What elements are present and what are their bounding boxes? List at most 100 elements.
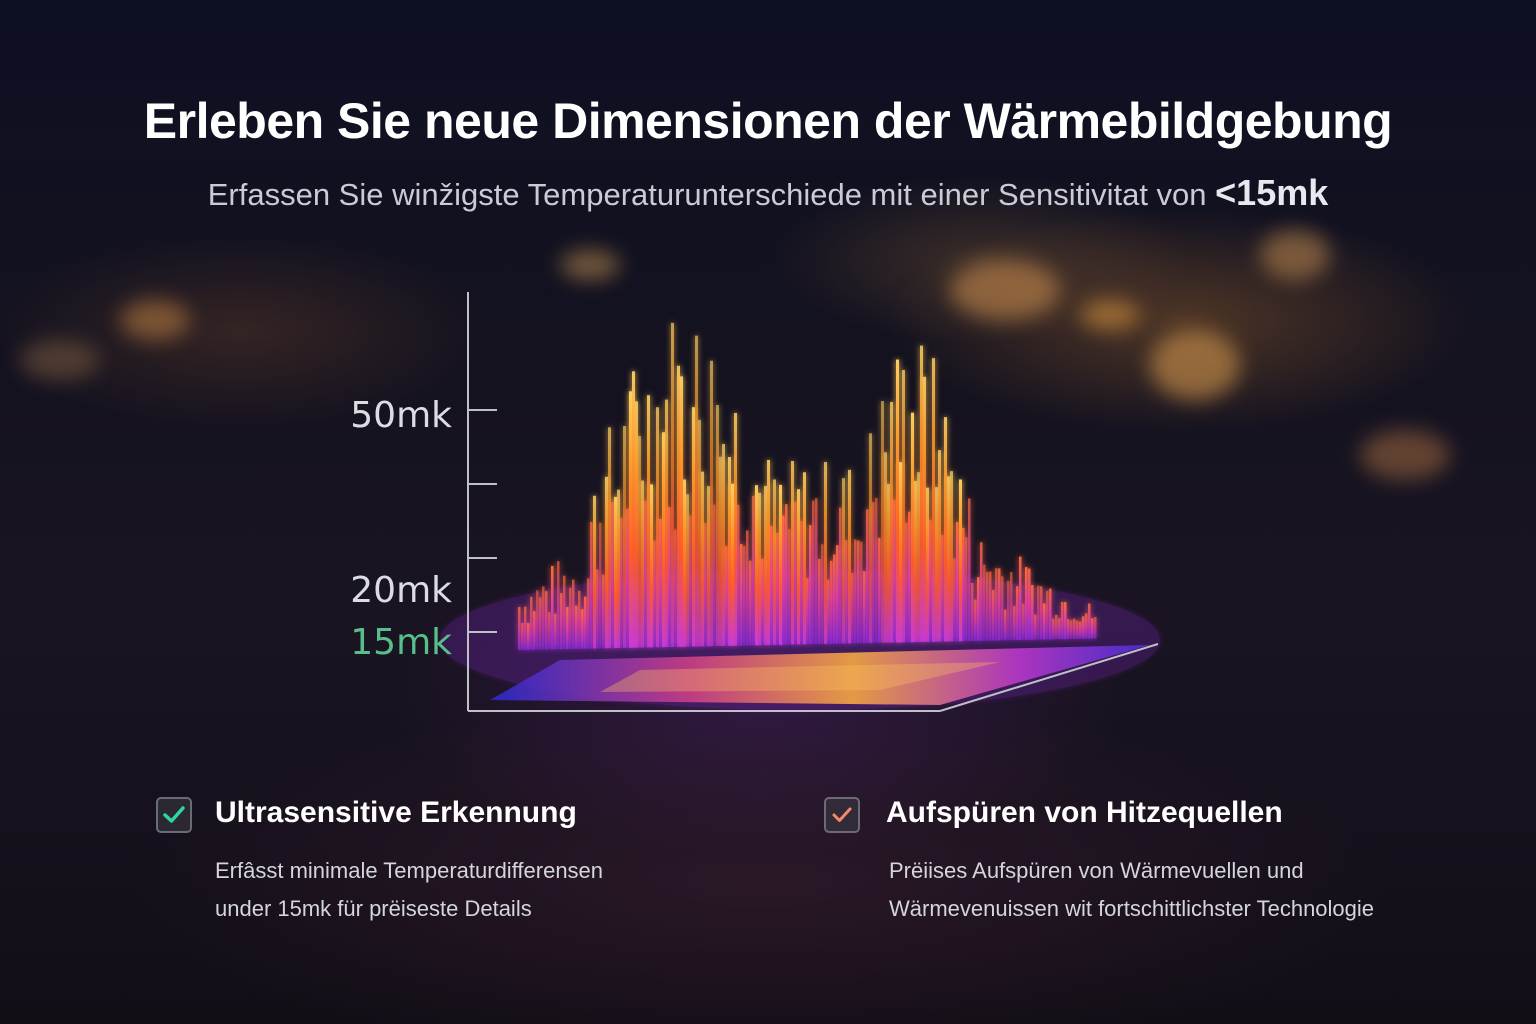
thermal-bar: [704, 523, 707, 647]
thermal-bar: [965, 537, 968, 642]
thermal-bar: [923, 376, 926, 642]
thermal-bar: [956, 521, 959, 642]
thermal-bar: [797, 489, 800, 645]
page-subtitle: Erfassen Sie winžigste Temperaturuntersc…: [0, 172, 1536, 214]
thermal-bar: [872, 502, 875, 643]
thermal-bar: [614, 496, 617, 649]
thermal-platform-highlight: [600, 662, 1000, 692]
thermal-bar: [929, 520, 932, 642]
thermal-bar: [629, 391, 632, 648]
thermal-bar: [527, 623, 530, 650]
thermal-bar: [671, 322, 674, 647]
thermal-bar: [785, 504, 788, 645]
thermal-bar: [977, 577, 980, 641]
sensitivity-value: <15mk: [1215, 172, 1329, 213]
thermal-bar: [839, 507, 842, 644]
thermal-bar: [836, 545, 839, 644]
thermal-bar: [1016, 586, 1019, 641]
thermal-bar: [524, 606, 527, 650]
thermal-bar: [623, 425, 626, 648]
thermal-bar: [983, 564, 986, 641]
thermal-bar: [1070, 620, 1073, 639]
thermal-bar: [593, 495, 596, 649]
thermal-bar: [602, 574, 605, 649]
thermal-bar: [560, 593, 563, 650]
checkbox-heat-sources[interactable]: [824, 797, 860, 833]
thermal-bar: [536, 590, 539, 650]
thermal-bar: [638, 435, 641, 648]
thermal-bar: [932, 358, 935, 642]
thermal-bar: [635, 401, 638, 648]
thermal-bar: [953, 558, 956, 642]
thermal-bar: [902, 369, 905, 643]
thermal-bar: [782, 515, 785, 645]
thermal-bar: [692, 407, 695, 647]
thermal-bar: [668, 507, 671, 647]
thermal-bar: [971, 582, 974, 641]
thermal-bar: [764, 485, 767, 646]
thermal-bar: [620, 517, 623, 648]
thermal-bar: [899, 462, 902, 643]
thermal-bar: [947, 476, 950, 642]
thermal-bar: [701, 471, 704, 647]
thermal-bar: [815, 498, 818, 645]
thermal-bar: [677, 365, 680, 647]
thermal-bar: [1013, 606, 1016, 641]
feature-description-line: Prëiises Aufspüren von Wärmevuellen und: [889, 858, 1304, 883]
thermal-bar: [734, 412, 737, 646]
thermal-bar: [905, 522, 908, 643]
thermal-bar: [938, 450, 941, 642]
thermal-bar: [605, 476, 608, 649]
thermal-bar: [1061, 601, 1064, 640]
thermal-bar: [707, 486, 710, 647]
thermal-bar: [518, 606, 521, 650]
checkbox-ultrasensitive[interactable]: [156, 797, 192, 833]
thermal-bar: [863, 571, 866, 644]
tick-label-20mk: 20mk: [350, 570, 452, 611]
thermal-bar: [773, 479, 776, 645]
thermal-bar: [617, 489, 620, 649]
thermal-bar: [881, 401, 884, 643]
thermal-bar: [1076, 620, 1079, 639]
thermal-bar: [1046, 590, 1049, 640]
thermal-bar: [794, 501, 797, 645]
thermal-bar: [683, 479, 686, 647]
thermal-bar: [893, 499, 896, 643]
thermal-bar: [962, 527, 965, 642]
feature-description-line: Erfâsst minimale Temperaturdifferensen: [215, 858, 604, 883]
thermal-bar: [1043, 603, 1046, 640]
thermal-bar: [731, 483, 734, 646]
thermal-bar: [992, 590, 995, 641]
check-icon: [163, 806, 185, 823]
thermal-bar: [890, 401, 893, 643]
thermal-bar: [659, 518, 662, 648]
thermal-bar: [803, 472, 806, 645]
thermal-bar: [917, 472, 920, 643]
thermal-bar: [713, 504, 716, 647]
tick-label-50mk: 50mk: [350, 395, 452, 436]
thermal-bar: [545, 591, 548, 650]
thermal-bar: [722, 443, 725, 646]
thermal-bar: [533, 611, 536, 650]
thermal-bar: [1031, 585, 1034, 640]
thermal-bar: [1085, 613, 1088, 639]
thermal-bar: [608, 427, 611, 649]
thermal-bar: [1007, 580, 1010, 641]
thermal-bar: [896, 359, 899, 643]
thermal-bar: [611, 502, 614, 649]
thermal-bar: [530, 596, 533, 650]
thermal-bar: [1058, 618, 1061, 640]
thermal-bar: [851, 572, 854, 644]
thermal-bar: [551, 565, 554, 650]
y-axis: 50mk 20mk 15mk: [350, 292, 1159, 712]
thermal-bar: [1088, 603, 1091, 639]
thermal-bar: [1019, 556, 1022, 640]
thermal-bar: [740, 544, 743, 646]
thermal-bar: [725, 546, 728, 646]
thermal-bar: [914, 480, 917, 643]
thermal-bar: [539, 597, 542, 650]
thermal-bar: [665, 399, 668, 648]
thermal-bar: [1025, 567, 1028, 640]
thermal-bar: [776, 533, 779, 645]
